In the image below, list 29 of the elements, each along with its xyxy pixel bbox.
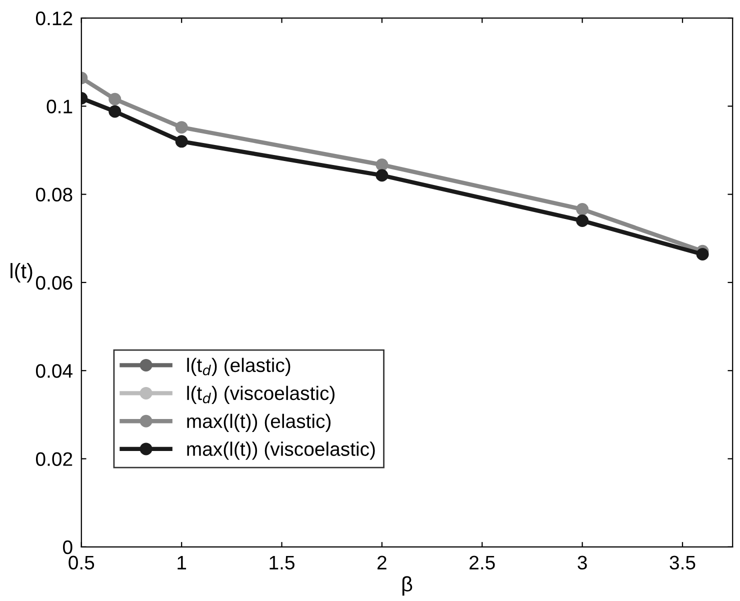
y-tick-label: 0.06 bbox=[36, 276, 72, 290]
x-axis-title: β bbox=[402, 576, 412, 596]
legend-label: l(t$_{d}$) (viscoelastic) bbox=[187, 386, 334, 404]
point bbox=[175, 121, 188, 134]
legend-label: l(t$_{d}$) (elastic) bbox=[187, 358, 290, 376]
x-tick-label: 3.5 bbox=[670, 556, 696, 570]
point bbox=[696, 248, 709, 261]
point bbox=[108, 92, 122, 106]
y-axis-title: l(t) bbox=[10, 263, 32, 282]
point bbox=[576, 214, 589, 228]
y-tick-label: 0.12 bbox=[36, 12, 72, 26]
point bbox=[175, 135, 188, 148]
x-tick-label: 2 bbox=[378, 556, 386, 570]
legend-label: max(l(t)) (viscoelastic) bbox=[187, 442, 375, 460]
x-tick-label: 1 bbox=[178, 556, 186, 570]
x-tick-label: 0.5 bbox=[68, 556, 94, 570]
point bbox=[108, 105, 122, 118]
y-tick-label: 0.04 bbox=[36, 364, 72, 378]
point bbox=[376, 158, 388, 172]
y-tick-label: 0.1 bbox=[46, 100, 72, 114]
x-tick-label: 2.5 bbox=[470, 556, 495, 570]
legend-label: max(l(t)) (elastic) bbox=[187, 414, 331, 432]
point bbox=[376, 169, 388, 182]
x-tick-label: 3 bbox=[578, 556, 587, 570]
x-tick-label: 1.5 bbox=[270, 556, 294, 570]
y-tick-label: 0.02 bbox=[36, 452, 72, 466]
y-tick-label: 0.08 bbox=[36, 188, 72, 202]
point bbox=[576, 203, 589, 216]
y-tick-label: 0 bbox=[63, 540, 72, 554]
